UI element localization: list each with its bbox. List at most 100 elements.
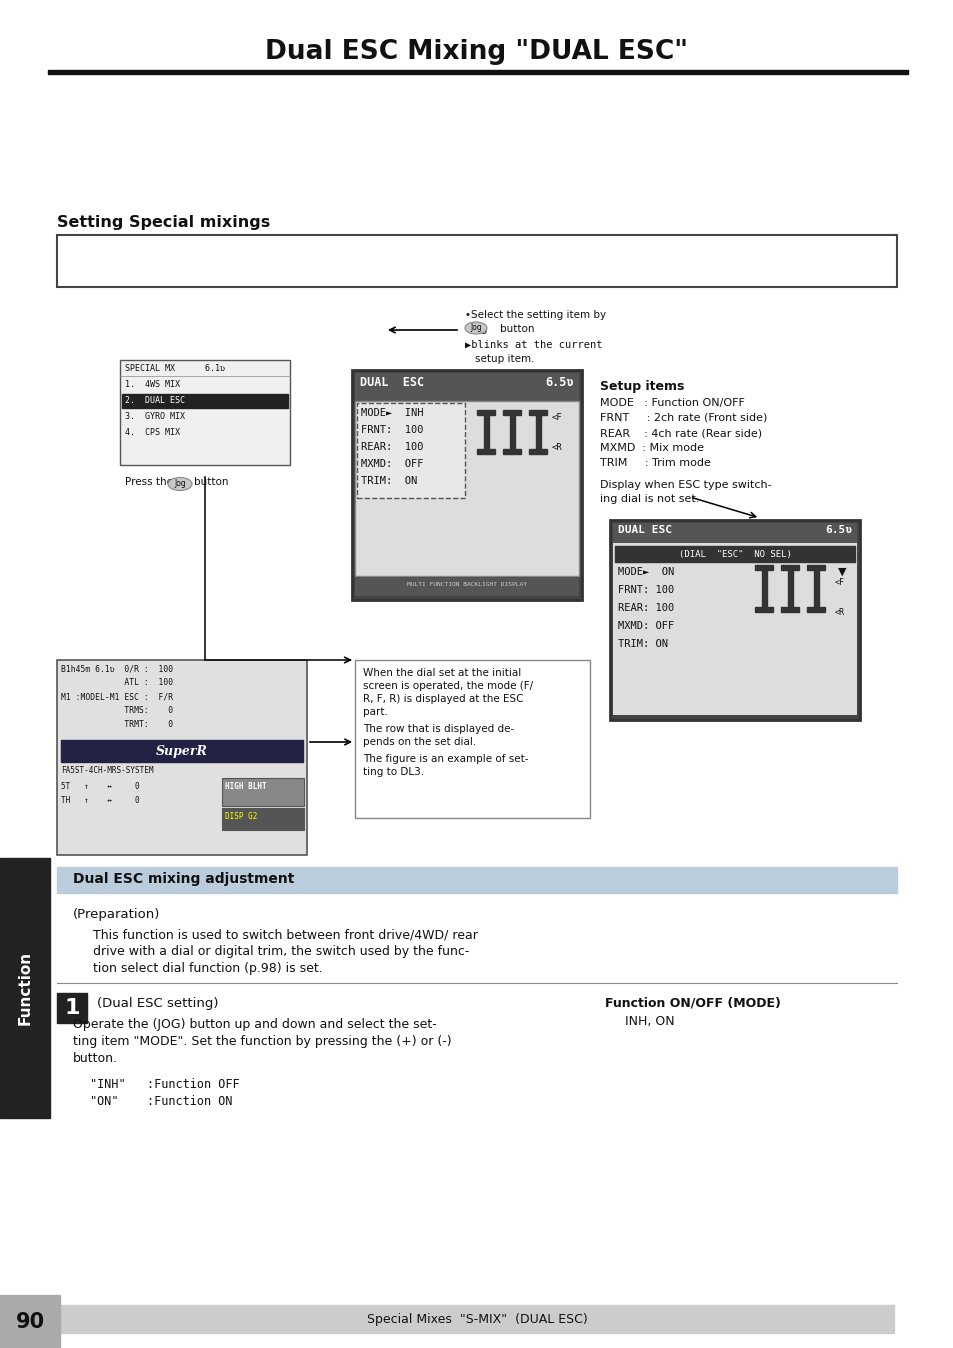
Bar bbox=[476, 410, 495, 415]
Text: DUAL ESC: DUAL ESC bbox=[618, 524, 671, 535]
Text: drive with a dial or digital trim, the switch used by the func-: drive with a dial or digital trim, the s… bbox=[92, 945, 469, 958]
Bar bbox=[57, 993, 87, 1023]
Bar bbox=[761, 570, 766, 608]
Bar bbox=[120, 360, 290, 465]
Text: REAR: 100: REAR: 100 bbox=[618, 603, 674, 613]
Text: 6.5ʋ: 6.5ʋ bbox=[545, 376, 574, 390]
Bar bbox=[781, 607, 799, 612]
Bar bbox=[60, 1305, 893, 1333]
Text: TRMS:    0: TRMS: 0 bbox=[61, 706, 172, 714]
Text: 5T   ↑    ↔     0: 5T ↑ ↔ 0 bbox=[61, 782, 139, 791]
Text: ▶blinks at the current: ▶blinks at the current bbox=[464, 340, 602, 350]
Text: (Dual ESC setting): (Dual ESC setting) bbox=[97, 998, 218, 1010]
Bar bbox=[613, 523, 856, 543]
Bar bbox=[754, 565, 772, 570]
Text: M1 :MODEL-M1 ESC :  F/R: M1 :MODEL-M1 ESC : F/R bbox=[61, 692, 172, 701]
Text: Display when ESC type switch-: Display when ESC type switch- bbox=[599, 480, 771, 491]
Text: DUAL  ESC: DUAL ESC bbox=[359, 376, 424, 390]
Bar bbox=[122, 394, 288, 408]
Text: 4.  CPS MIX: 4. CPS MIX bbox=[125, 429, 180, 437]
Text: FRNT: 100: FRNT: 100 bbox=[618, 585, 674, 594]
Bar bbox=[355, 400, 578, 576]
Bar bbox=[222, 778, 304, 806]
Bar bbox=[222, 807, 304, 830]
Text: button: button bbox=[499, 324, 534, 334]
Bar bbox=[0, 857, 50, 1117]
Text: FRNT:  100: FRNT: 100 bbox=[360, 425, 423, 435]
Bar bbox=[754, 607, 772, 612]
Text: MXMD: OFF: MXMD: OFF bbox=[618, 621, 674, 631]
Text: <R: <R bbox=[552, 443, 562, 452]
Text: TRIM: ON: TRIM: ON bbox=[618, 639, 667, 648]
Text: part.: part. bbox=[363, 706, 388, 717]
Text: ting item "MODE". Set the function by pressing the (+) or (-): ting item "MODE". Set the function by pr… bbox=[73, 1035, 451, 1047]
Bar bbox=[57, 235, 896, 287]
Text: The row that is displayed de-: The row that is displayed de- bbox=[363, 724, 514, 735]
Text: TRMT:    0: TRMT: 0 bbox=[61, 720, 172, 729]
Text: Setup items: Setup items bbox=[599, 380, 683, 394]
Text: <F: <F bbox=[834, 578, 844, 586]
Bar bbox=[48, 70, 907, 74]
Bar bbox=[476, 449, 495, 454]
Text: Press the: Press the bbox=[125, 477, 172, 487]
Text: •Select the setting item by: •Select the setting item by bbox=[464, 310, 605, 319]
Bar bbox=[529, 449, 546, 454]
Bar bbox=[356, 403, 464, 497]
Text: 1.  4WS MIX: 1. 4WS MIX bbox=[125, 380, 180, 390]
Bar bbox=[615, 546, 854, 562]
Text: MULTI FUNCTION BACKLIGHT DISPLAY: MULTI FUNCTION BACKLIGHT DISPLAY bbox=[407, 582, 526, 586]
Text: Special Mixes  "S-MIX"  (DUAL ESC): Special Mixes "S-MIX" (DUAL ESC) bbox=[366, 1313, 587, 1325]
Bar bbox=[0, 1295, 60, 1348]
Text: screen is operated, the mode (F/: screen is operated, the mode (F/ bbox=[363, 681, 533, 692]
Bar bbox=[813, 570, 818, 608]
Bar bbox=[609, 520, 859, 720]
Text: tion select dial function (p.98) is set.: tion select dial function (p.98) is set. bbox=[92, 962, 322, 975]
Text: Jog: Jog bbox=[174, 480, 186, 488]
Text: Setting Special mixings: Setting Special mixings bbox=[57, 214, 270, 229]
Text: Dual ESC mixing adjustment: Dual ESC mixing adjustment bbox=[73, 872, 294, 886]
Text: "ON"    :Function ON: "ON" :Function ON bbox=[90, 1095, 233, 1108]
Ellipse shape bbox=[168, 477, 192, 491]
Text: FA5ST-4CH-MRS-SYSTEM: FA5ST-4CH-MRS-SYSTEM bbox=[61, 766, 153, 775]
Bar bbox=[352, 369, 581, 600]
Text: REAR    : 4ch rate (Rear side): REAR : 4ch rate (Rear side) bbox=[599, 429, 761, 438]
Text: setup item.: setup item. bbox=[475, 355, 534, 364]
Text: 90: 90 bbox=[15, 1312, 45, 1332]
Text: ATL :  100: ATL : 100 bbox=[61, 678, 172, 687]
Bar bbox=[510, 415, 515, 450]
Text: pends on the set dial.: pends on the set dial. bbox=[363, 737, 476, 747]
Text: HIGH BLHT: HIGH BLHT bbox=[225, 782, 266, 791]
Bar bbox=[355, 661, 589, 818]
Bar bbox=[61, 740, 303, 762]
Text: (Preparation): (Preparation) bbox=[73, 909, 160, 921]
Text: DISP G2: DISP G2 bbox=[225, 811, 257, 821]
Text: Jog: Jog bbox=[464, 324, 487, 334]
Bar bbox=[529, 410, 546, 415]
Bar bbox=[806, 565, 824, 570]
Text: Function: Function bbox=[17, 950, 32, 1024]
Text: SPECIAL MX      6.1ʋ: SPECIAL MX 6.1ʋ bbox=[125, 364, 225, 373]
Text: FRNT     : 2ch rate (Front side): FRNT : 2ch rate (Front side) bbox=[599, 412, 766, 423]
Text: 1: 1 bbox=[64, 998, 80, 1018]
Bar bbox=[787, 570, 792, 608]
Text: "INH"   :Function OFF: "INH" :Function OFF bbox=[90, 1078, 239, 1091]
Text: This function is used to switch between front drive/4WD/ rear: This function is used to switch between … bbox=[92, 927, 477, 941]
Text: SuperR: SuperR bbox=[156, 744, 208, 758]
Text: button: button bbox=[193, 477, 229, 487]
Bar bbox=[355, 578, 578, 596]
Ellipse shape bbox=[464, 322, 486, 334]
Bar bbox=[613, 543, 856, 714]
Bar bbox=[502, 410, 520, 415]
Text: MXMD:  OFF: MXMD: OFF bbox=[360, 460, 423, 469]
Text: INH, ON: INH, ON bbox=[624, 1015, 674, 1029]
Text: Dual ESC Mixing "DUAL ESC": Dual ESC Mixing "DUAL ESC" bbox=[265, 39, 688, 65]
Bar bbox=[781, 565, 799, 570]
Text: 6.5ʋ: 6.5ʋ bbox=[824, 524, 851, 535]
Text: MODE►  ON: MODE► ON bbox=[618, 568, 674, 577]
Text: REAR:  100: REAR: 100 bbox=[360, 442, 423, 452]
Text: (DIAL  "ESC"  NO SEL): (DIAL "ESC" NO SEL) bbox=[678, 550, 791, 558]
Bar bbox=[806, 607, 824, 612]
Text: B1h45m 6.1ʋ  0/R :  100: B1h45m 6.1ʋ 0/R : 100 bbox=[61, 665, 172, 673]
Bar bbox=[57, 661, 307, 855]
Bar bbox=[57, 867, 896, 892]
